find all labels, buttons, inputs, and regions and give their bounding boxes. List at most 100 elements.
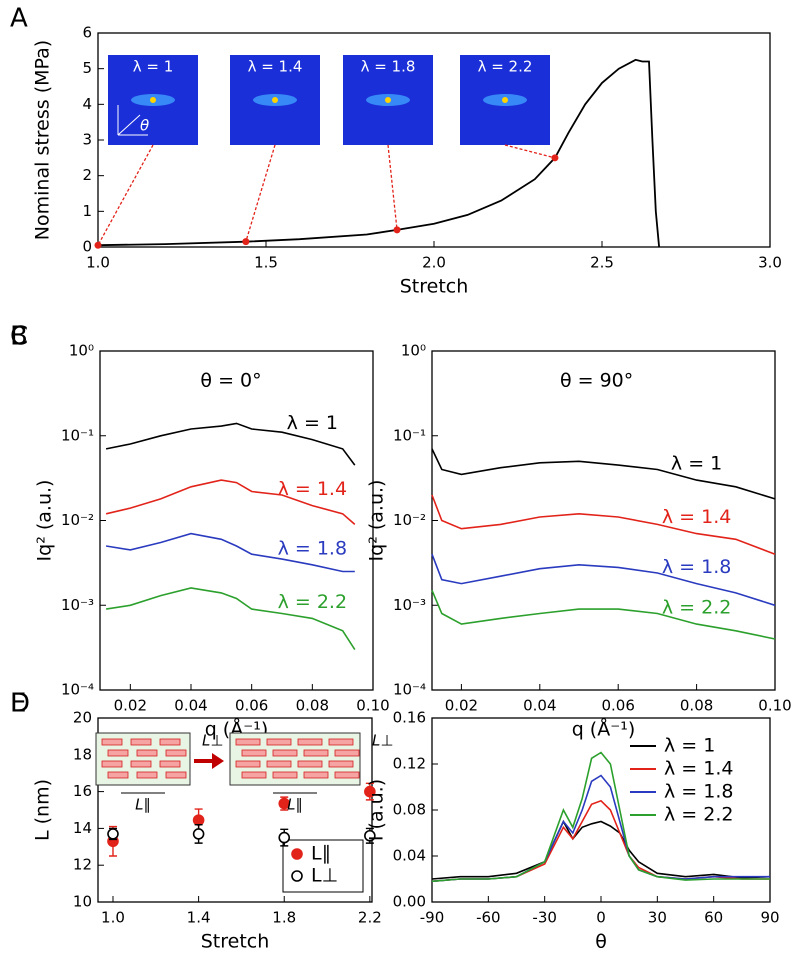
lamella	[136, 771, 158, 779]
y-tick-label: 0.16	[393, 709, 426, 727]
data-point	[364, 829, 376, 842]
schematic-perp-label: L⊥	[372, 732, 393, 750]
panel-letter: B	[10, 322, 28, 352]
saxs-center	[502, 97, 508, 103]
inset-axis-label: θ	[140, 117, 149, 135]
legend-label: λ = 1	[664, 735, 715, 757]
y-tick-label: 10⁻¹	[61, 426, 94, 444]
lamella	[303, 749, 329, 757]
series-line	[105, 422, 356, 466]
x-tick-label: 30	[648, 909, 667, 927]
series-label: λ = 1.4	[278, 478, 347, 500]
data-point	[107, 828, 119, 840]
inset-connector	[245, 144, 276, 242]
lamella	[101, 760, 123, 768]
y-tick-label: 18	[73, 745, 92, 763]
x-axis-label: q (Å⁻¹)	[572, 718, 636, 741]
y-tick-label: 10⁻³	[393, 596, 426, 614]
x-tick-label: 0.08	[680, 697, 713, 715]
panel-title: θ = 90°	[560, 370, 633, 392]
x-tick-label: 90	[760, 909, 779, 927]
series-line	[105, 479, 356, 526]
y-tick-label: 10⁻²	[393, 511, 426, 529]
x-tick-label: 0.06	[235, 697, 268, 715]
y-tick-label: 10	[73, 893, 92, 911]
x-tick-label: 1.4	[187, 909, 211, 927]
plot-frame	[97, 717, 373, 903]
y-axis-label: I (a.u.)	[366, 779, 388, 841]
inset-label: λ = 2.2	[478, 58, 533, 76]
y-tick-label: 10⁻⁴	[61, 681, 94, 699]
x-tick-label: 2.0	[422, 254, 446, 272]
inset-label: λ = 1	[133, 58, 174, 76]
series-label: λ = 1	[671, 453, 722, 475]
legend-label: λ = 1.4	[664, 758, 733, 780]
lamella	[107, 749, 129, 757]
inset-label: λ = 1.8	[361, 58, 416, 76]
series-line	[431, 553, 776, 607]
data-point	[278, 797, 291, 810]
series-line	[431, 494, 776, 555]
x-tick-label: 0.06	[601, 697, 634, 715]
series-label: λ = 2.2	[278, 591, 347, 613]
x-tick-label: 0	[596, 909, 606, 927]
inset-label: λ = 1.4	[248, 58, 303, 76]
x-axis-label: Stretch	[201, 931, 270, 953]
y-axis-label: Iq² (a.u.)	[366, 480, 388, 562]
schematic-par-label: L∥	[135, 796, 151, 814]
y-tick-label: 10⁻¹	[393, 426, 426, 444]
series-label: λ = 1.8	[278, 537, 347, 559]
series-line	[431, 589, 776, 640]
x-tick-label: 0.08	[296, 697, 329, 715]
inset-connector	[387, 144, 398, 230]
series-line	[105, 587, 356, 651]
y-tick-label: 1	[82, 202, 92, 220]
saxs-center	[385, 97, 391, 103]
lamella	[165, 749, 187, 757]
plot-frame	[97, 32, 771, 248]
y-tick-label: 0.12	[393, 755, 426, 773]
panel-letter: A	[10, 4, 28, 34]
y-axis-label: L (nm)	[32, 779, 54, 841]
data-point	[192, 828, 205, 840]
y-tick-label: 2	[82, 166, 92, 184]
plot-frame	[99, 350, 374, 691]
series-line	[431, 448, 776, 500]
y-tick-label: 10⁻²	[61, 511, 94, 529]
x-tick-label: 0.10	[356, 697, 389, 715]
stretch-marker	[393, 226, 401, 234]
x-tick-label: 1.8	[272, 909, 296, 927]
data-point	[364, 785, 376, 798]
y-tick-label: 10⁻³	[61, 596, 94, 614]
inset-connector	[504, 144, 556, 159]
x-tick-label: 2.5	[590, 254, 614, 272]
x-tick-label: 0.04	[523, 697, 556, 715]
y-axis-label: Iq² (a.u.)	[34, 480, 56, 562]
lamella	[101, 738, 123, 746]
legend-label: L∥	[311, 843, 331, 865]
legend-marker	[291, 848, 303, 860]
lamella	[165, 771, 187, 779]
x-tick-label: 3.0	[758, 254, 782, 272]
x-tick-label: 2.2	[358, 909, 382, 927]
y-tick-label: 10⁰	[69, 342, 94, 360]
x-axis-label: Stretch	[400, 276, 469, 298]
x-tick-label: 0.04	[174, 697, 207, 715]
y-tick-label: 4	[82, 95, 92, 113]
lamella	[266, 760, 292, 768]
inset-connector	[97, 144, 154, 246]
x-tick-label: -90	[420, 909, 445, 927]
lamella	[130, 738, 152, 746]
lamella	[272, 771, 298, 779]
lamella	[297, 760, 323, 768]
series-line	[431, 819, 771, 880]
legend-label: λ = 1.8	[664, 781, 733, 803]
y-axis-label: Nominal stress (MPa)	[32, 40, 54, 240]
y-tick-label: 14	[73, 819, 92, 837]
lamella	[297, 738, 323, 746]
x-tick-label: -30	[532, 909, 557, 927]
x-tick-label: 1.0	[101, 909, 125, 927]
series-label: λ = 1	[287, 412, 338, 434]
lamella	[130, 760, 152, 768]
